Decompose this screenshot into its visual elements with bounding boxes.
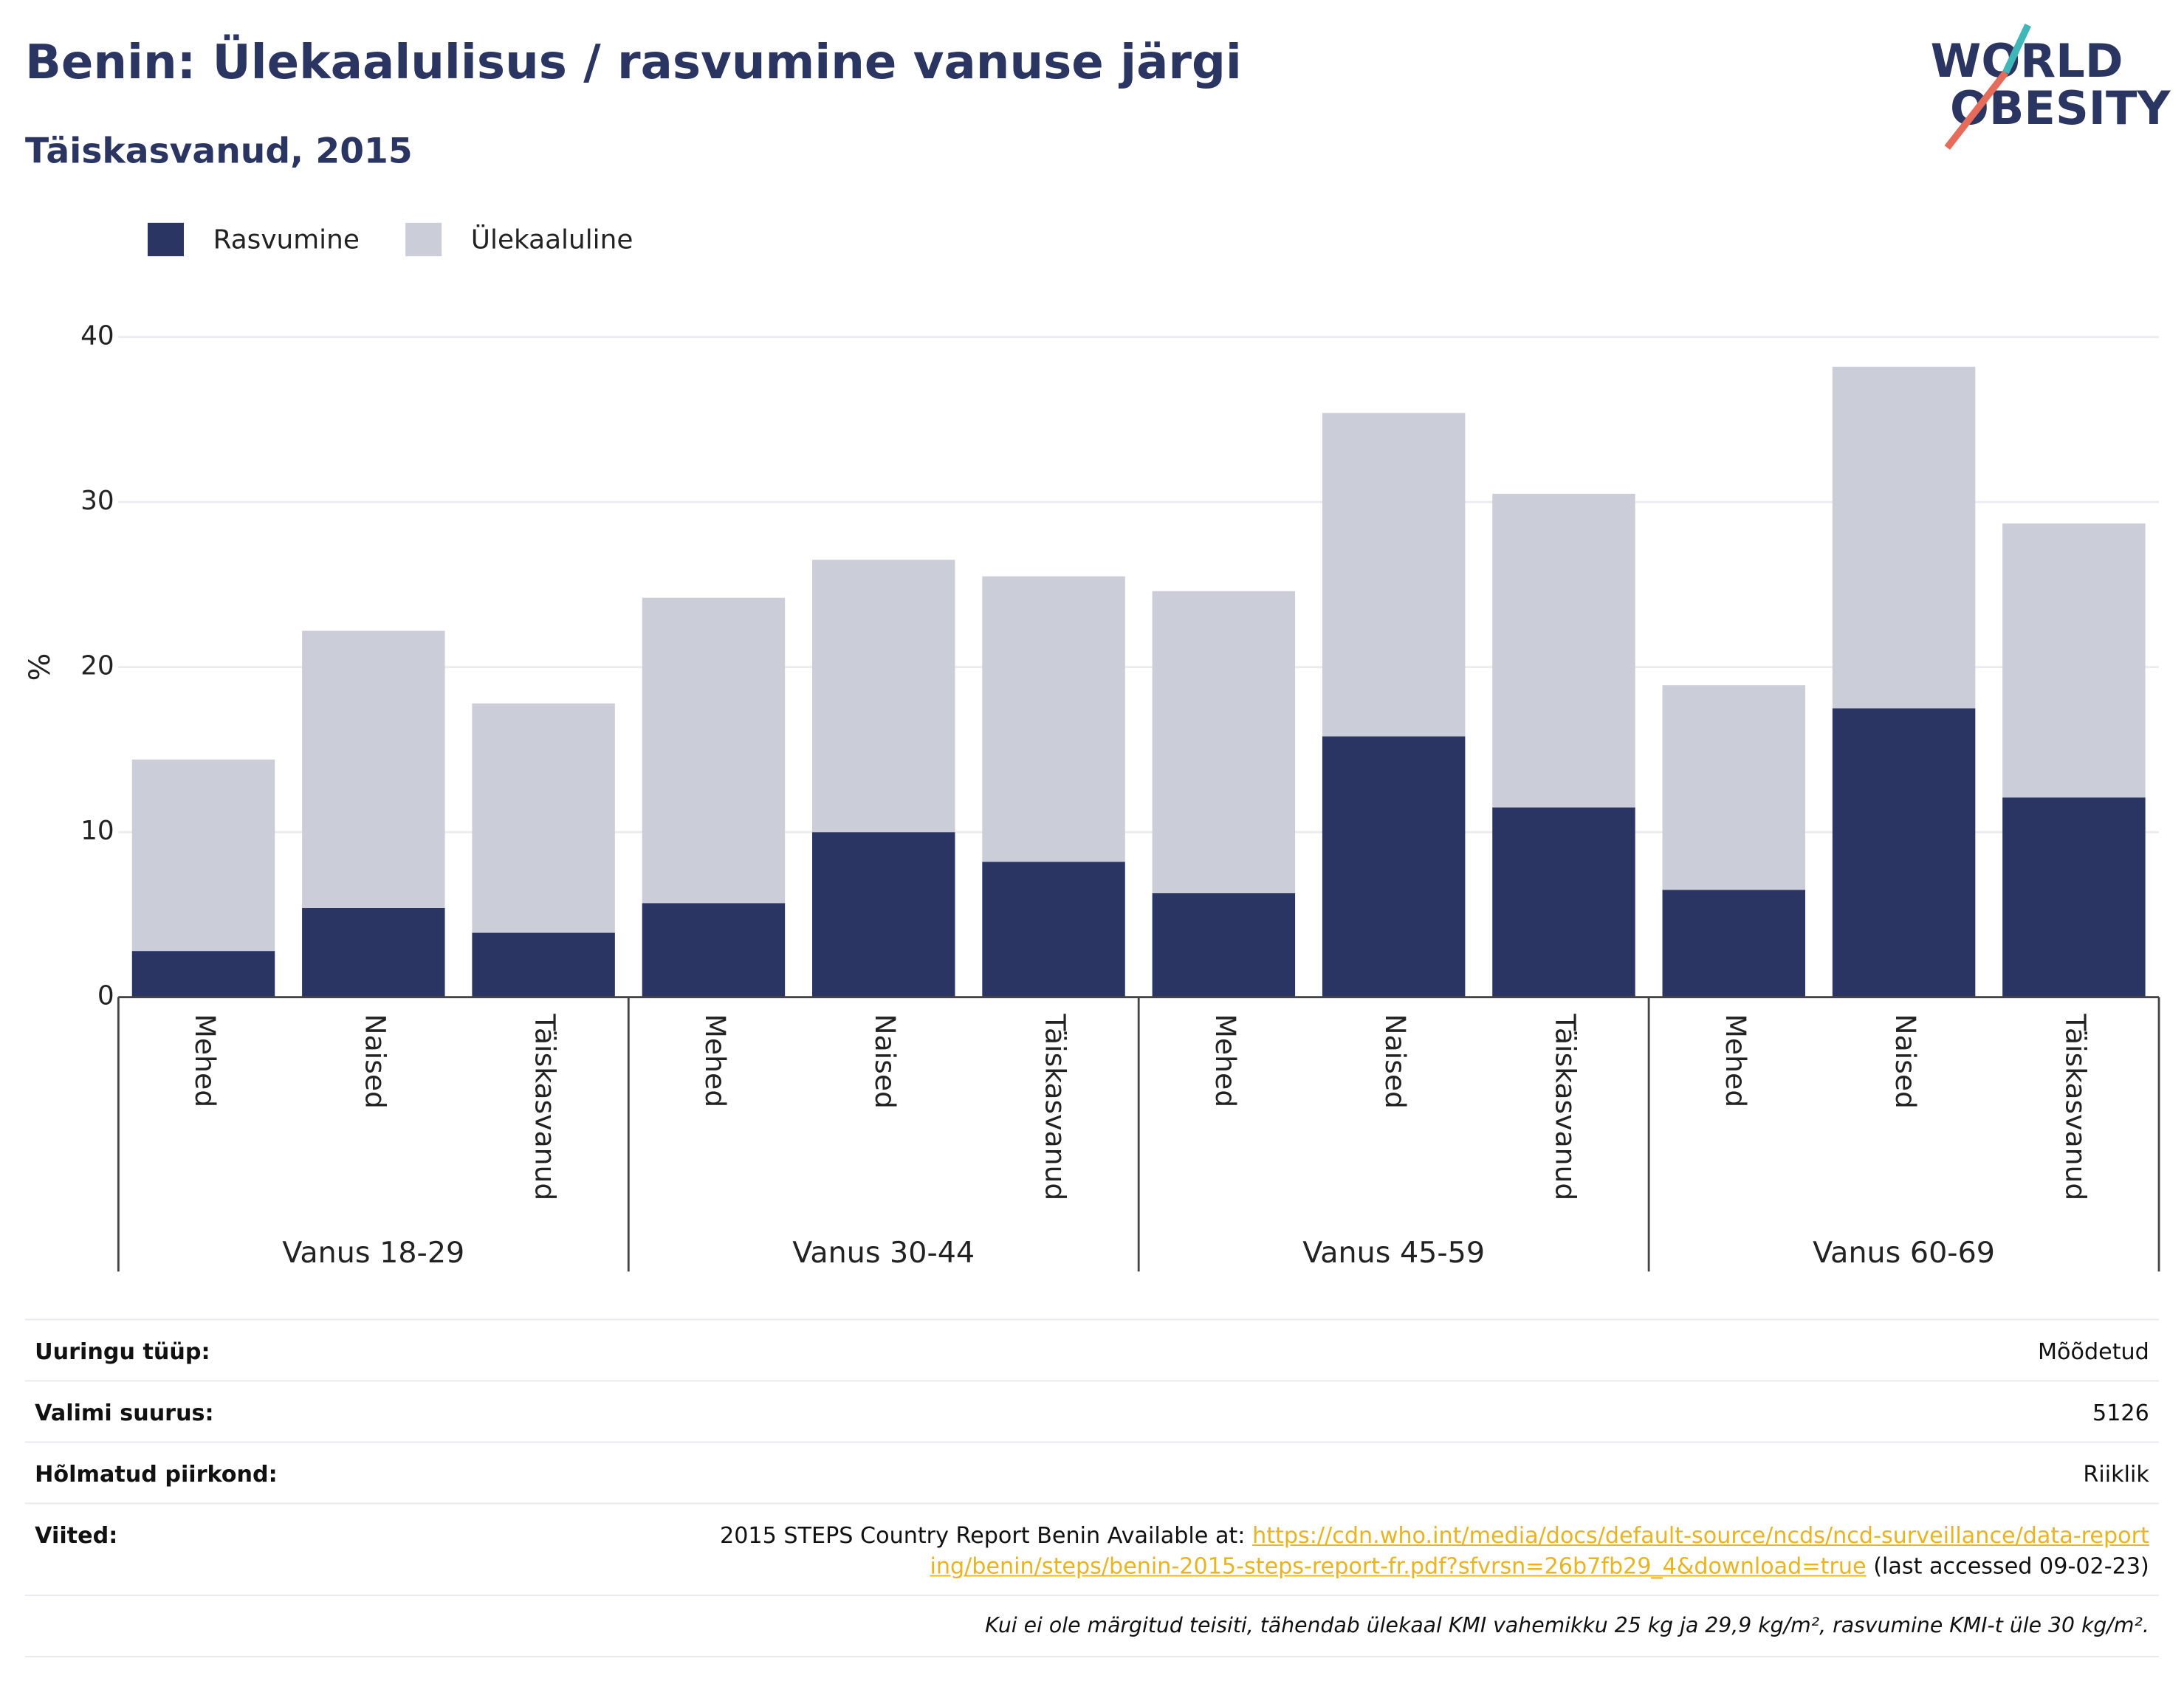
- y-tick-label: 40: [80, 321, 114, 351]
- chart-subtitle: Täiskasvanud, 2015: [25, 131, 413, 172]
- bar-segment: [812, 560, 955, 833]
- legend-label: Ülekaaluline: [471, 224, 633, 255]
- bar-segment: [812, 832, 955, 997]
- bar-segment: [1662, 890, 1806, 997]
- reference-suffix: (last accessed 09-02-23): [1873, 1553, 2149, 1580]
- legend-swatch: [147, 222, 185, 257]
- bar-segment: [1832, 708, 1976, 997]
- x-tick-label: Naised: [359, 1014, 391, 1109]
- bar-segment: [1492, 493, 1635, 808]
- y-axis-label: %: [23, 653, 57, 681]
- group-label: Vanus 30-44: [792, 1236, 975, 1270]
- bar-segment: [131, 759, 275, 952]
- chart-title: Benin: Ülekaalulisus / rasvumine vanuse …: [25, 34, 1242, 90]
- bar-segment: [1152, 591, 1296, 893]
- bar-segment: [1322, 736, 1466, 997]
- info-row: Valimi suurus: 5126: [24, 1380, 2160, 1443]
- bar-segment: [982, 862, 1125, 997]
- bar-segment: [302, 908, 445, 997]
- bar-segment: [1152, 893, 1296, 997]
- info-key: Hõlmatud piirkond:: [35, 1460, 278, 1488]
- group-label: Vanus 45-59: [1302, 1236, 1485, 1270]
- info-key: Valimi suurus:: [35, 1399, 214, 1426]
- bar-segment: [1322, 413, 1466, 737]
- legend-label: Rasvumine: [213, 224, 360, 255]
- info-key: Uuringu tüüp:: [35, 1338, 210, 1365]
- bar-segment: [1662, 685, 1806, 890]
- y-tick-label: 0: [97, 981, 114, 1011]
- note: Kui ei ole märgitud teisiti, tähendab ül…: [985, 1612, 2149, 1638]
- bar-segment: [1832, 366, 1976, 709]
- info-value: Riiklik: [2083, 1460, 2149, 1488]
- logo-slash: [1944, 70, 2009, 150]
- x-tick-label: Täiskasvanud: [1040, 1013, 1072, 1200]
- y-tick-label: 10: [80, 816, 114, 846]
- bar-segment: [131, 951, 275, 997]
- group-label: Vanus 60-69: [1813, 1236, 1995, 1270]
- info-value: Mõõdetud: [2038, 1338, 2149, 1365]
- info-row: Viited: 2015 STEPS Country Report Benin A…: [24, 1502, 2160, 1596]
- bar-segment: [302, 630, 445, 909]
- info-row: Kui ei ole märgitud teisiti, tähendab ül…: [24, 1595, 2160, 1657]
- bar-segment: [982, 576, 1125, 862]
- info-value: 5126: [2092, 1399, 2149, 1426]
- reference-text: 2015 STEPS Country Report Benin Availabl…: [720, 1522, 1246, 1549]
- bar-segment: [472, 932, 615, 997]
- info-key: Viited:: [35, 1522, 118, 1549]
- reference-link[interactable]: https://cdn.who.int/media/docs/default-s…: [930, 1522, 2149, 1580]
- x-tick-label: Mehed: [699, 1014, 732, 1107]
- logo-slash: [2002, 23, 2031, 75]
- y-tick-label: 30: [80, 486, 114, 516]
- x-tick-label: Täiskasvanud: [2059, 1013, 2092, 1200]
- legend-swatch: [405, 222, 442, 257]
- bar-segment: [472, 703, 615, 933]
- x-tick-label: Naised: [869, 1014, 902, 1109]
- x-tick-label: Naised: [1889, 1014, 1922, 1109]
- x-tick-label: Mehed: [189, 1014, 222, 1107]
- bar-segment: [2002, 523, 2146, 798]
- logo-text: WORLD: [1931, 34, 2123, 88]
- bar-segment: [642, 597, 786, 904]
- info-value: 2015 STEPS Country Report Benin Availabl…: [715, 1521, 2149, 1582]
- bar-segment: [2002, 797, 2146, 997]
- x-tick-label: Täiskasvanud: [1549, 1013, 1582, 1200]
- x-tick-label: Täiskasvanud: [529, 1013, 562, 1200]
- bar-segment: [1492, 807, 1635, 997]
- info-row: Uuringu tüüp: Mõõdetud: [24, 1318, 2160, 1381]
- y-tick-label: 20: [80, 651, 114, 681]
- x-tick-label: Naised: [1379, 1014, 1412, 1109]
- chart: Benin: Ülekaalulisus / rasvumine vanuse …: [23, 23, 2171, 1272]
- info-row: Hõlmatud piirkond: Riiklik: [24, 1441, 2160, 1505]
- bar-segment: [642, 903, 786, 997]
- group-label: Vanus 18-29: [282, 1236, 464, 1270]
- logo-text: OBESITY: [1950, 81, 2171, 135]
- x-tick-label: Mehed: [1720, 1014, 1752, 1107]
- x-tick-label: Mehed: [1209, 1014, 1242, 1107]
